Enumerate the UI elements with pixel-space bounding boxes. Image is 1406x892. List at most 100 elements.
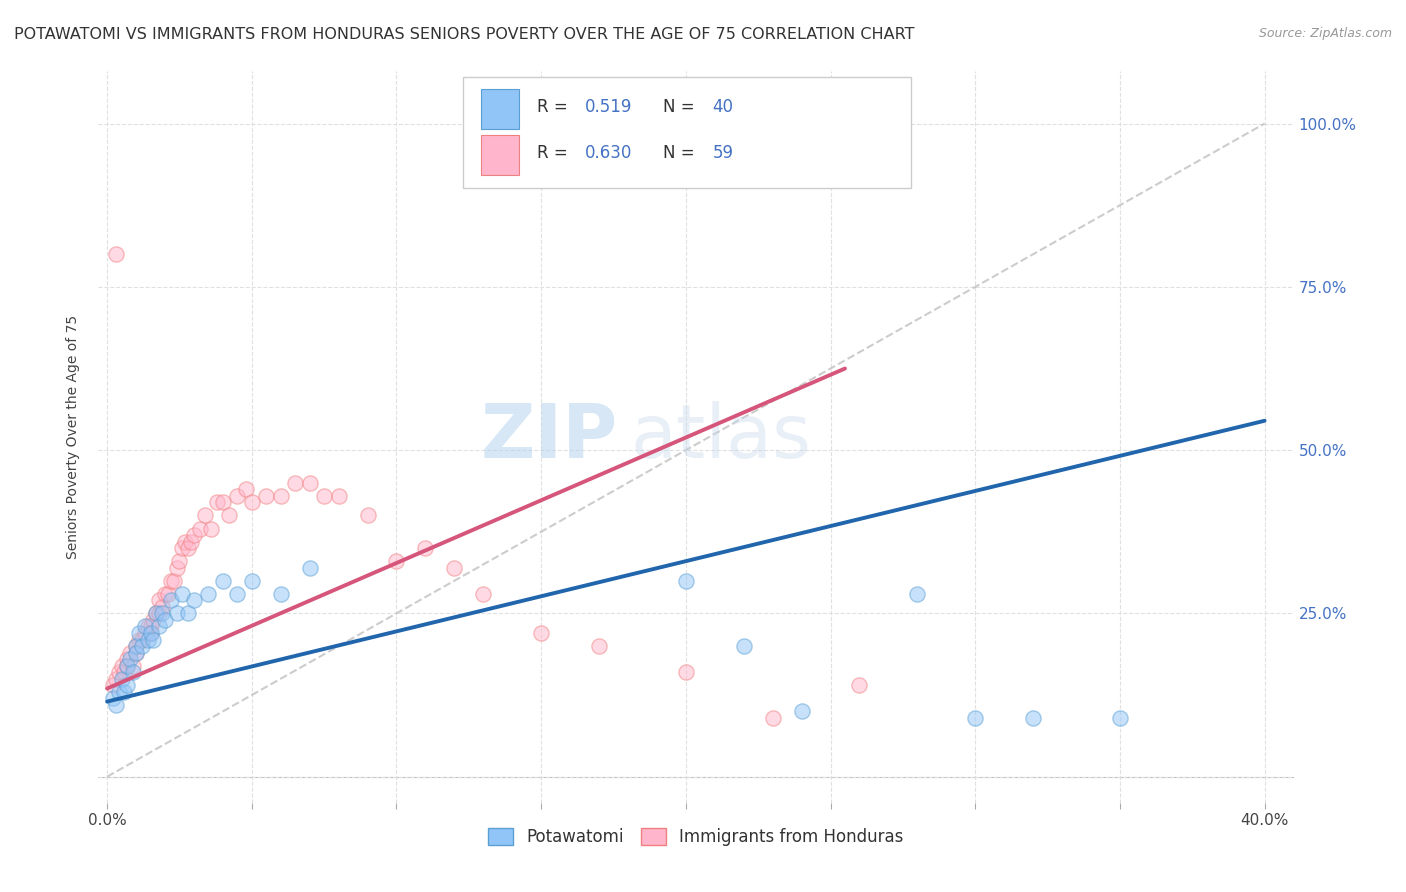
- Point: [675, 574, 697, 588]
- Point: [145, 607, 167, 621]
- Legend: Potawatomi, Immigrants from Honduras: Potawatomi, Immigrants from Honduras: [482, 822, 910, 853]
- Text: 0.519: 0.519: [585, 98, 633, 116]
- Point: [101, 678, 124, 692]
- Point: [120, 652, 142, 666]
- Text: N =: N =: [662, 145, 699, 162]
- Point: [148, 593, 170, 607]
- Point: [139, 619, 162, 633]
- Point: [328, 489, 350, 503]
- Point: [125, 639, 148, 653]
- Point: [211, 574, 233, 588]
- Point: [284, 475, 307, 490]
- Point: [150, 607, 173, 621]
- Text: N =: N =: [662, 98, 699, 116]
- Point: [150, 599, 173, 614]
- Point: [200, 521, 222, 535]
- Point: [136, 619, 159, 633]
- Point: [104, 698, 127, 712]
- Point: [356, 508, 378, 523]
- Point: [235, 483, 257, 497]
- Point: [114, 685, 136, 699]
- Text: POTAWATOMI VS IMMIGRANTS FROM HONDURAS SENIORS POVERTY OVER THE AGE OF 75 CORREL: POTAWATOMI VS IMMIGRANTS FROM HONDURAS S…: [14, 27, 914, 42]
- Point: [153, 613, 176, 627]
- Point: [205, 495, 228, 509]
- Point: [174, 534, 197, 549]
- Point: [415, 541, 437, 555]
- Point: [117, 652, 139, 666]
- Point: [125, 646, 148, 660]
- Point: [254, 489, 277, 503]
- Text: 59: 59: [713, 145, 734, 162]
- Point: [588, 639, 610, 653]
- Point: [134, 626, 156, 640]
- Point: [148, 607, 170, 621]
- Text: ZIP: ZIP: [481, 401, 619, 474]
- Text: atlas: atlas: [630, 401, 811, 474]
- Point: [148, 619, 170, 633]
- Point: [107, 685, 129, 699]
- Point: [197, 587, 219, 601]
- Point: [1109, 711, 1132, 725]
- Text: 40: 40: [713, 98, 734, 116]
- Point: [125, 639, 148, 653]
- Y-axis label: Seniors Poverty Over the Age of 75: Seniors Poverty Over the Age of 75: [66, 315, 80, 559]
- Point: [145, 607, 167, 621]
- Point: [134, 619, 156, 633]
- Point: [101, 691, 124, 706]
- Point: [177, 541, 200, 555]
- Point: [848, 678, 870, 692]
- Point: [104, 672, 127, 686]
- Point: [298, 475, 321, 490]
- Point: [120, 646, 142, 660]
- Point: [172, 541, 194, 555]
- Point: [905, 587, 928, 601]
- Text: Source: ZipAtlas.com: Source: ZipAtlas.com: [1258, 27, 1392, 40]
- Point: [270, 489, 292, 503]
- Text: R =: R =: [537, 145, 574, 162]
- Point: [169, 554, 191, 568]
- Point: [153, 587, 176, 601]
- Point: [675, 665, 697, 680]
- Point: [117, 658, 139, 673]
- Point: [472, 587, 495, 601]
- Point: [965, 711, 987, 725]
- Point: [136, 632, 159, 647]
- Point: [117, 658, 139, 673]
- Point: [104, 247, 127, 261]
- Point: [159, 593, 181, 607]
- Point: [226, 489, 249, 503]
- Point: [139, 626, 162, 640]
- Point: [226, 587, 249, 601]
- Point: [218, 508, 240, 523]
- Point: [240, 495, 263, 509]
- FancyBboxPatch shape: [481, 135, 519, 175]
- Point: [110, 658, 132, 673]
- Point: [122, 658, 145, 673]
- Point: [114, 665, 136, 680]
- Point: [240, 574, 263, 588]
- Point: [194, 508, 217, 523]
- Point: [183, 528, 205, 542]
- Point: [314, 489, 336, 503]
- Point: [762, 711, 785, 725]
- Point: [131, 639, 153, 653]
- Point: [122, 665, 145, 680]
- Point: [128, 626, 150, 640]
- Point: [733, 639, 755, 653]
- Point: [142, 613, 165, 627]
- Point: [188, 521, 211, 535]
- FancyBboxPatch shape: [463, 78, 911, 188]
- Point: [790, 705, 813, 719]
- Point: [107, 665, 129, 680]
- Point: [211, 495, 233, 509]
- Point: [1022, 711, 1045, 725]
- Point: [142, 632, 165, 647]
- Point: [163, 574, 186, 588]
- Point: [128, 632, 150, 647]
- Point: [177, 607, 200, 621]
- Point: [443, 560, 465, 574]
- Text: R =: R =: [537, 98, 574, 116]
- Point: [125, 646, 148, 660]
- Point: [117, 678, 139, 692]
- FancyBboxPatch shape: [481, 89, 519, 129]
